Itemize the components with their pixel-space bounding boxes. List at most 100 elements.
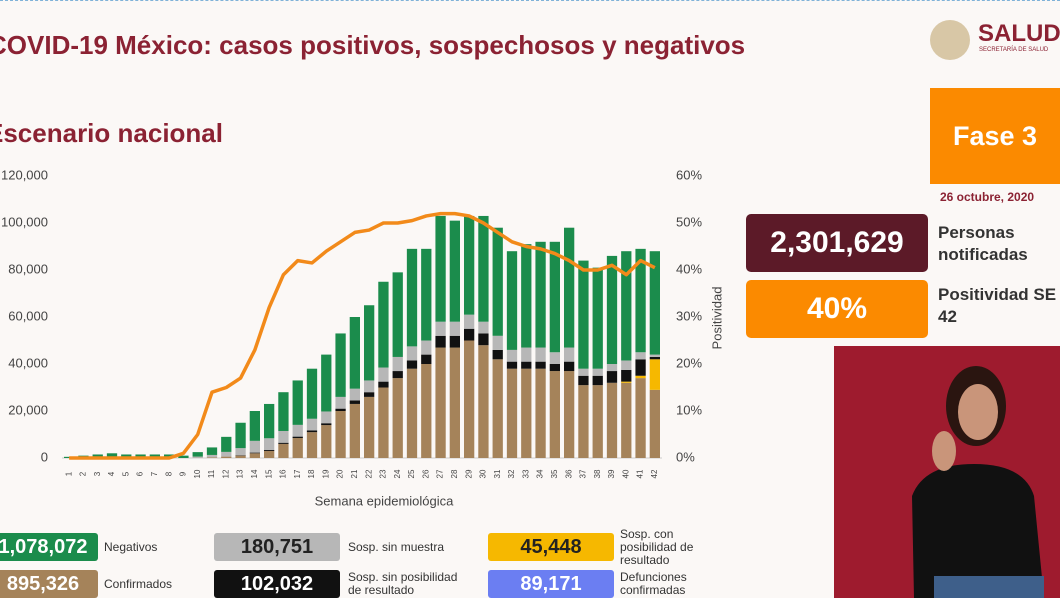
chart: Semana epidemiológica Positividad 0 20,00… [1, 167, 724, 508]
bar-segment [635, 375, 646, 379]
stat-label: Personas notificadas [938, 223, 1028, 264]
x-tick-label: 3 [93, 471, 102, 476]
total-label: Negativos [104, 539, 158, 554]
title: COVID-19 México: casos positivos, sospec… [0, 30, 746, 60]
top-border [0, 0, 1060, 3]
bar-segment [278, 443, 289, 458]
bar-segment [435, 215, 446, 322]
bar-segment [106, 453, 118, 458]
x-tick-label: 32 [507, 469, 516, 478]
y-tick-label: 20,000 [8, 402, 48, 417]
y-tick-label: 120,000 [1, 167, 48, 182]
bar-segment [635, 359, 646, 376]
bar-segment [535, 361, 546, 369]
bar-segment [264, 450, 275, 451]
x-tick-label: 41 [636, 469, 645, 478]
bar-segment [592, 267, 603, 369]
total-label: Sosp. sin posibilidad de resultado [348, 570, 458, 597]
bar-segment [492, 349, 503, 360]
bar-segment [621, 360, 632, 370]
x-tick-label: 33 [521, 469, 530, 478]
bar-segment [406, 360, 418, 369]
x-tick-label: 13 [236, 469, 245, 478]
x-tick-label: 35 [550, 469, 559, 478]
total-label: Defunciones confirmadas [620, 570, 687, 597]
bar-segment [606, 371, 618, 383]
bar-segment [521, 368, 532, 458]
bar-segment [92, 454, 103, 458]
y2-tick-label: 10% [676, 402, 702, 417]
bar-segment [506, 368, 518, 458]
bar-segment [435, 335, 446, 348]
bar-segment [564, 347, 575, 362]
bar-segment [364, 305, 375, 381]
person-body [912, 464, 1044, 598]
bar-segment [649, 359, 660, 390]
bar-segment [192, 452, 203, 457]
bar-segment [535, 241, 546, 348]
bar-segment [64, 456, 75, 458]
person-jeans [934, 576, 1044, 598]
bar-segment [221, 456, 232, 458]
bar-segment [335, 333, 346, 397]
bar-segment [249, 453, 260, 458]
x-tick-label: 31 [493, 469, 502, 478]
total-label: Confirmados [104, 576, 173, 591]
x-tick-label: 38 [593, 469, 602, 478]
bar-segment [621, 381, 632, 383]
bar-segment [306, 368, 318, 419]
bar-segment [621, 251, 632, 361]
bar-segment [478, 333, 489, 346]
bar-segment [549, 371, 560, 458]
bar-segment [206, 457, 218, 458]
bar-segment [549, 352, 560, 364]
person-hand [932, 431, 956, 471]
bar-segment [535, 368, 546, 458]
bar-segment [592, 368, 603, 376]
bar-segment [435, 347, 446, 458]
bar-segment [306, 430, 318, 433]
y-tick-label: 80,000 [8, 261, 48, 276]
total-box: 895,326 [0, 570, 98, 598]
x-tick-label: 19 [321, 469, 330, 478]
x-tick-label: 5 [121, 471, 130, 476]
bar-segment [521, 244, 532, 348]
bar-segment [406, 368, 418, 458]
y2-tick-label: 60% [676, 167, 702, 182]
y2-tick-label: 30% [676, 308, 702, 323]
bar-segment [421, 248, 432, 341]
bar-segment [392, 272, 403, 357]
x-tick-label: 24 [393, 469, 402, 478]
bar-segment [249, 452, 260, 454]
bar-segment [492, 335, 503, 350]
bar-segment [364, 396, 375, 458]
logo: SALUD [978, 20, 1060, 47]
y2-tick-label: 40% [676, 261, 702, 276]
y-tick-label: 100,000 [1, 214, 48, 229]
bar-segment [464, 340, 475, 458]
bar-segment [335, 396, 346, 409]
bar-segment [321, 354, 332, 412]
bar-segment [278, 442, 289, 444]
bar-segment [449, 220, 460, 322]
bar-segment [649, 356, 660, 360]
bar-segment [449, 335, 460, 348]
bar-segment [178, 455, 189, 458]
logo-sub: SECRETARÍA DE SALUD [979, 47, 1049, 53]
x-tick-label: 20 [336, 469, 345, 478]
bar-segment [221, 436, 232, 452]
stat-value: 40% [746, 280, 928, 338]
x-tick-label: 8 [164, 471, 173, 476]
x-tick-label: 11 [207, 469, 216, 478]
bar-segment [449, 347, 460, 458]
total-box: 102,032 [214, 570, 340, 598]
bar-segment [621, 369, 632, 382]
bar-segment [649, 251, 660, 355]
bar-segment [192, 456, 203, 458]
x-tick-label: 16 [279, 469, 288, 478]
x-tick-label: 21 [350, 469, 359, 478]
bar-segment [135, 454, 146, 458]
x-tick-label: 37 [579, 469, 588, 478]
bar-segment [406, 248, 418, 347]
